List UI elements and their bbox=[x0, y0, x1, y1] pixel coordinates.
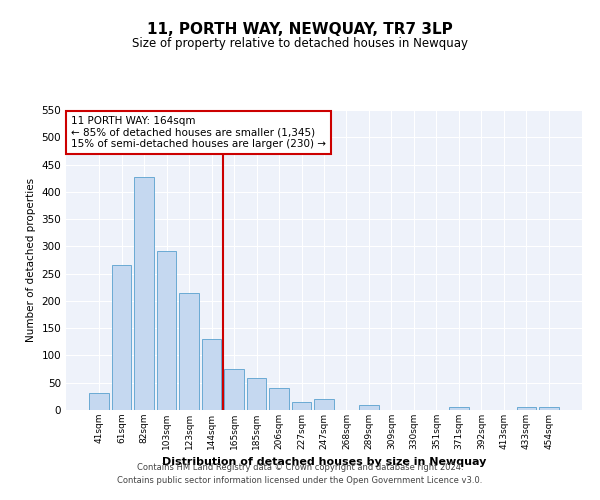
Text: 11 PORTH WAY: 164sqm
← 85% of detached houses are smaller (1,345)
15% of semi-de: 11 PORTH WAY: 164sqm ← 85% of detached h… bbox=[71, 116, 326, 149]
Bar bbox=[224, 368, 244, 410]
Y-axis label: Number of detached properties: Number of detached properties bbox=[26, 178, 36, 342]
Text: 11, PORTH WAY, NEWQUAY, TR7 3LP: 11, PORTH WAY, NEWQUAY, TR7 3LP bbox=[147, 22, 453, 38]
Bar bbox=[247, 378, 266, 410]
Bar bbox=[359, 404, 379, 410]
Bar bbox=[269, 388, 289, 410]
Text: Contains HM Land Registry data © Crown copyright and database right 2024.: Contains HM Land Registry data © Crown c… bbox=[137, 464, 463, 472]
Bar bbox=[179, 292, 199, 410]
Bar bbox=[112, 266, 131, 410]
Bar bbox=[157, 250, 176, 410]
Bar bbox=[292, 402, 311, 410]
Bar bbox=[517, 408, 536, 410]
Bar bbox=[134, 176, 154, 410]
Bar bbox=[449, 408, 469, 410]
Text: Contains public sector information licensed under the Open Government Licence v3: Contains public sector information licen… bbox=[118, 476, 482, 485]
Bar bbox=[314, 399, 334, 410]
Bar bbox=[539, 408, 559, 410]
X-axis label: Distribution of detached houses by size in Newquay: Distribution of detached houses by size … bbox=[162, 458, 486, 468]
Bar bbox=[89, 392, 109, 410]
Text: Size of property relative to detached houses in Newquay: Size of property relative to detached ho… bbox=[132, 38, 468, 51]
Bar bbox=[202, 339, 221, 410]
